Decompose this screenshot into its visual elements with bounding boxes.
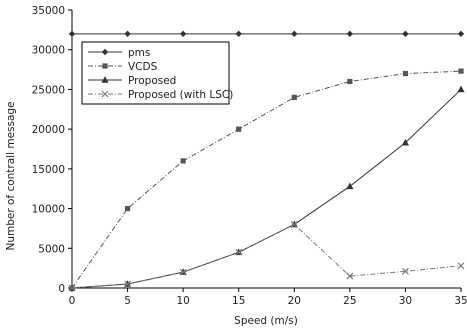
legend-marker [101, 48, 109, 56]
data-point [235, 30, 242, 38]
series-line [71, 70, 462, 289]
data-point [346, 182, 354, 190]
y-tick-label: 35000 [32, 5, 65, 17]
series-2 [68, 85, 465, 291]
y-tick-label: 10000 [32, 204, 65, 216]
data-point [179, 268, 187, 276]
legend-label: Proposed [128, 75, 176, 87]
data-point [68, 30, 76, 38]
data-point [290, 221, 298, 228]
y-tick-label: 20000 [32, 124, 65, 136]
series-layer [68, 30, 465, 292]
series-line [71, 89, 462, 289]
data-point [457, 30, 465, 38]
x-tick-label: 35 [454, 295, 467, 307]
data-point [68, 284, 76, 292]
data-point [346, 30, 354, 38]
series-0 [68, 30, 465, 38]
data-point [124, 205, 131, 212]
data-point [402, 30, 409, 38]
y-axis-label: Number of contrall message [5, 101, 17, 250]
data-point [291, 30, 298, 38]
series-3 [68, 221, 465, 292]
series-line [71, 223, 462, 289]
data-point [235, 248, 243, 256]
x-tick-label: 10 [176, 295, 189, 307]
data-point [124, 30, 131, 38]
data-point [347, 78, 353, 85]
y-tick-label: 5000 [38, 243, 65, 255]
data-point [458, 68, 464, 74]
legend-entry: VCDS [88, 61, 158, 73]
data-point [402, 267, 409, 275]
y-tick-label: 25000 [32, 84, 65, 96]
y-tick-label: 0 [58, 283, 65, 295]
legend-entry: pms [88, 47, 150, 59]
legend-marker [102, 63, 108, 69]
x-tick-label: 15 [232, 295, 245, 307]
data-point [180, 158, 186, 164]
data-point [457, 262, 465, 270]
data-point [457, 85, 465, 93]
legend-marker [101, 76, 109, 83]
data-point [291, 94, 297, 100]
legend-entry: Proposed (with LSC) [88, 89, 233, 101]
data-point [401, 138, 410, 146]
data-point [179, 30, 187, 38]
legend-label: pms [128, 47, 150, 59]
x-tick-label: 20 [288, 295, 301, 307]
x-axis-label: Speed (m/s) [234, 315, 298, 327]
data-point [346, 272, 354, 280]
legend-label: VCDS [128, 61, 158, 73]
y-tick-label: 30000 [32, 45, 65, 57]
data-point [236, 126, 242, 132]
legend-entry: Proposed [88, 75, 176, 87]
data-point [402, 70, 409, 77]
x-tick-label: 25 [343, 295, 356, 307]
legend: pms VCDS Proposed Proposed (with LSC) [81, 41, 233, 105]
legend-marker [101, 90, 109, 98]
x-tick-label: 0 [69, 295, 76, 307]
x-tick-label: 5 [124, 295, 131, 307]
data-point [124, 280, 131, 288]
y-tick-label: 15000 [32, 164, 65, 176]
axes [71, 10, 461, 289]
legend-label: Proposed (with LSC) [128, 89, 233, 101]
tick-marks: 0 5 10 15 20 25 30 35 0 5000 10000 15000 20000 25000 3… [32, 5, 467, 307]
x-tick-label: 30 [399, 295, 412, 307]
